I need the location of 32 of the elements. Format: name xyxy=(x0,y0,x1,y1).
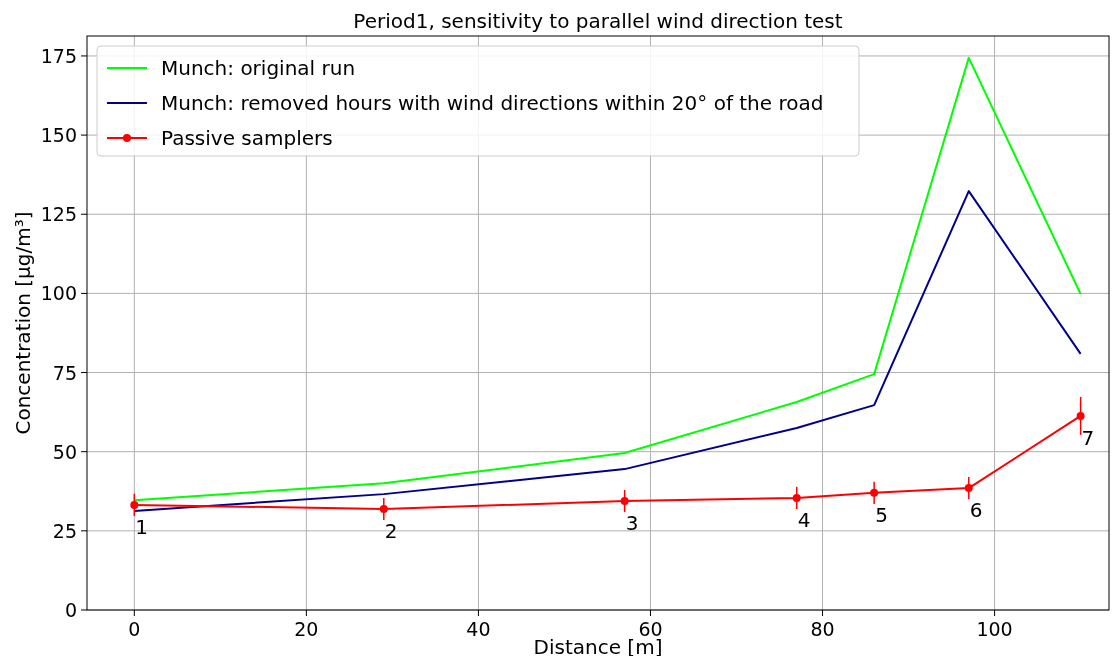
y-axis-title: Concentration [μg/m³] xyxy=(11,211,35,435)
point xyxy=(870,488,879,497)
y-tick-label: 75 xyxy=(52,361,77,384)
chart-title: Period1, sensitivity to parallel wind direction test xyxy=(353,9,843,33)
point xyxy=(620,497,629,506)
annotation: 6 xyxy=(969,498,983,523)
y-tick-label: 50 xyxy=(52,440,77,463)
annotation: 1 xyxy=(135,514,149,539)
point xyxy=(964,484,973,493)
y-tick-label: 0 xyxy=(64,599,77,621)
y-tick-label: 25 xyxy=(52,519,77,542)
x-tick-label: 80 xyxy=(810,618,835,640)
legend-label: Munch: original run xyxy=(161,56,356,80)
annotation: 3 xyxy=(625,511,639,536)
legend-label: Munch: removed hours with wind directions within 20° of the road xyxy=(161,91,824,115)
annotation: 4 xyxy=(797,507,811,532)
point xyxy=(379,505,388,513)
annotation: 7 xyxy=(1081,425,1095,450)
y-tick-label: 125 xyxy=(40,203,77,226)
annotation: 5 xyxy=(875,502,888,527)
x-tick-label: 20 xyxy=(294,618,319,640)
legend-label: Passive samplers xyxy=(161,126,333,150)
y-tick-label: 150 xyxy=(40,124,77,147)
point xyxy=(792,493,801,502)
x-tick-label: 40 xyxy=(466,618,491,640)
point xyxy=(130,500,139,509)
y-tick-label: 100 xyxy=(40,282,77,305)
point xyxy=(1076,411,1085,420)
annotation: 2 xyxy=(384,519,398,543)
x-tick-label: 0 xyxy=(128,618,141,640)
x-tick-label: 100 xyxy=(976,618,1013,640)
y-tick-label: 175 xyxy=(40,44,77,67)
